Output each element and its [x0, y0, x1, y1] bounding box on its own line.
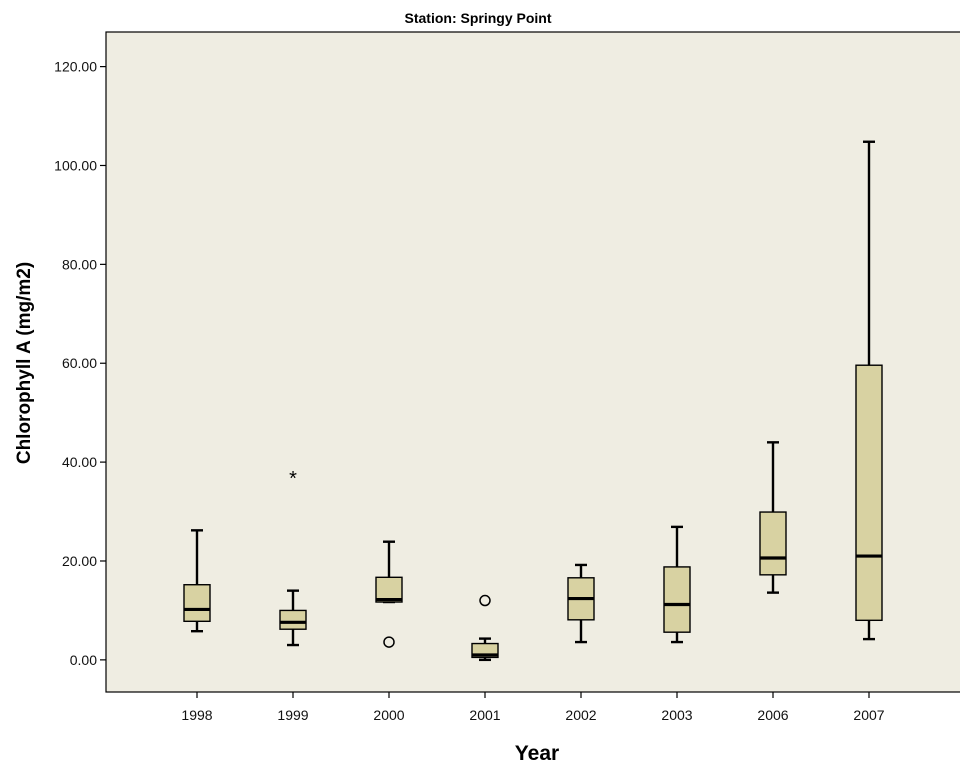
y-tick-label: 120.00: [54, 59, 97, 75]
box-2007: [855, 140, 883, 641]
box-iqr: [375, 576, 403, 603]
x-axis-title: Year: [515, 742, 559, 765]
x-tick-label: 1998: [181, 707, 212, 723]
x-tick-label: 2002: [565, 707, 596, 723]
x-tick-label: 2000: [373, 707, 404, 723]
box-iqr: [759, 511, 787, 576]
x-tick-label: 2001: [469, 707, 500, 723]
extreme-point: *: [289, 468, 297, 490]
box-iqr: [183, 584, 211, 623]
y-tick-label: 20.00: [62, 553, 97, 569]
box-1999: *: [279, 468, 307, 647]
y-axis: 0.00 20.00 40.00 60.00 80.00 100.00 120.00: [54, 59, 106, 668]
box-2002: [567, 563, 595, 644]
box-2003: [663, 525, 691, 644]
y-tick-label: 80.00: [62, 256, 97, 272]
y-tick-label: 100.00: [54, 157, 97, 173]
box-2001: [471, 594, 499, 662]
x-tick-label: 2003: [661, 707, 692, 723]
box-iqr: [663, 566, 691, 633]
plot-area: [105, 31, 960, 693]
box-iqr: [855, 364, 883, 622]
y-axis-title: Chlorophyll A (mg/m2): [14, 262, 35, 464]
y-tick-label: 60.00: [62, 355, 97, 371]
x-tick-label: 2006: [757, 707, 788, 723]
y-tick-label: 0.00: [70, 652, 97, 668]
box-1998: [183, 529, 211, 633]
outlier-point: [479, 594, 491, 607]
x-tick-label: 2007: [853, 707, 884, 723]
x-tick-label: 1999: [277, 707, 308, 723]
x-axis: 1998 1999 2000 2001 2002 2003 2006 2007: [181, 692, 885, 723]
box-2006: [759, 441, 787, 594]
boxes: *: [183, 140, 883, 662]
chart-title: Station: Springy Point: [405, 10, 552, 26]
y-tick-label: 40.00: [62, 454, 97, 470]
box-iqr: [279, 609, 307, 630]
outlier-point: [383, 636, 395, 648]
box-2000: [375, 540, 403, 648]
